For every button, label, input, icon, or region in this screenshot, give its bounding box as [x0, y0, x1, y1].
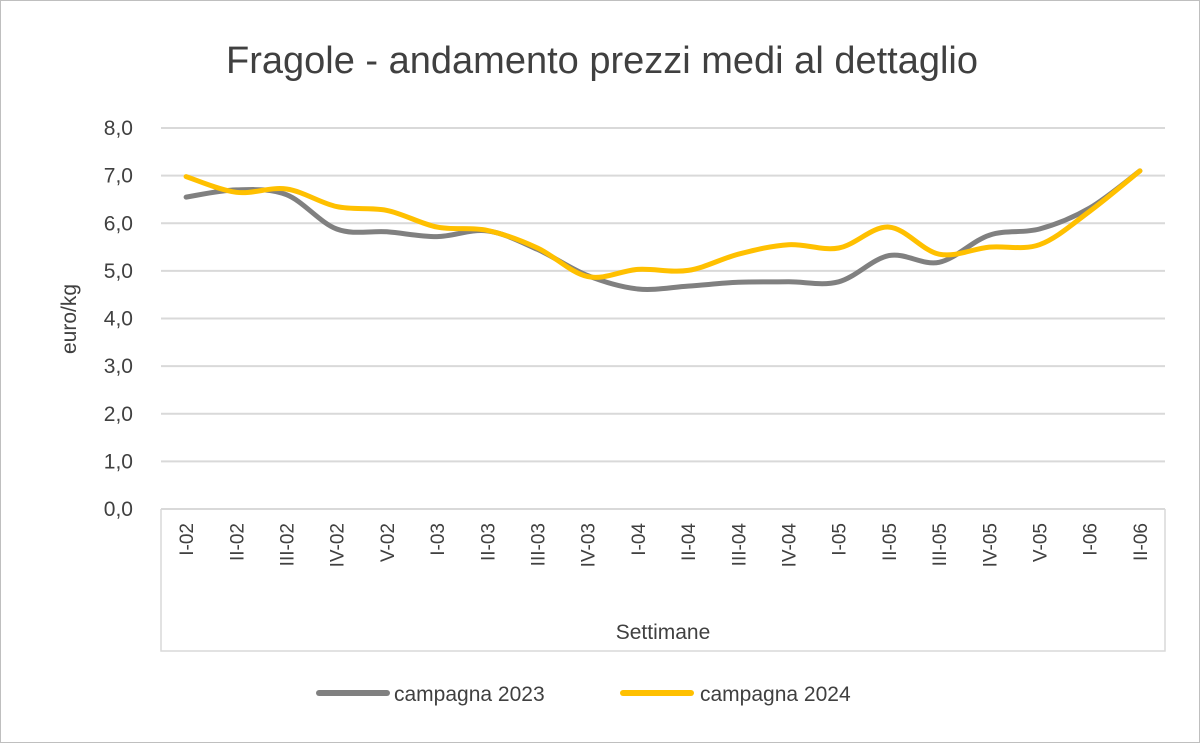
x-tick-label: I-03 — [428, 523, 449, 556]
x-tick-label: II-05 — [880, 523, 901, 561]
plot-area — [160, 509, 1166, 652]
x-axis-title: Settimane — [616, 621, 711, 644]
legend-label: campagna 2024 — [700, 683, 851, 706]
series-line-1 — [183, 168, 1143, 292]
x-tick-label: I-06 — [1081, 523, 1102, 556]
y-tick-label: 4,0 — [104, 308, 133, 331]
x-tick-label: IV-03 — [579, 523, 600, 567]
x-tick-label: I-04 — [629, 523, 650, 556]
y-tick-label: 1,0 — [104, 450, 133, 473]
y-axis-title: euro/kg — [58, 284, 81, 354]
chart-title: Fragole - andamento prezzi medi al detta… — [226, 40, 978, 82]
x-tick-label: II-03 — [478, 523, 499, 561]
y-tick-label: 2,0 — [104, 403, 133, 426]
series-line-2 — [183, 168, 1143, 280]
x-tick-label: IV-05 — [980, 523, 1001, 567]
y-tick-label: 6,0 — [104, 212, 133, 235]
x-tick-label: IV-02 — [328, 523, 349, 567]
x-tick-label: II-04 — [679, 523, 700, 561]
y-tick-label: 3,0 — [104, 355, 133, 378]
y-tick-label: 5,0 — [104, 260, 133, 283]
x-tick-label: III-05 — [930, 523, 951, 566]
x-tick-label: III-03 — [529, 523, 550, 566]
x-tick-label: I-05 — [830, 523, 851, 556]
x-tick-label: III-04 — [729, 523, 750, 567]
x-tick-label: V-05 — [1031, 523, 1052, 562]
y-axis-ticks: 0,0 1,0 2,0 3,0 4,0 5,0 6,0 7,0 8,0 — [104, 117, 133, 521]
x-tick-label: II-06 — [1131, 523, 1152, 561]
x-axis-ticks: I-02 II-02 III-02 IV-02 V-02 I-03 II-03 III-03 I… — [177, 523, 1152, 568]
legend-label: campagna 2023 — [394, 683, 545, 706]
y-tick-label: 7,0 — [104, 165, 133, 188]
x-tick-label: I-02 — [177, 523, 198, 556]
legend: campagna 2023 campagna 2024 — [316, 683, 851, 706]
gridlines — [161, 127, 1165, 510]
x-tick-label: II-02 — [227, 523, 248, 561]
x-tick-label: III-02 — [278, 523, 299, 566]
y-tick-label: 0,0 — [104, 498, 133, 521]
series-lines — [183, 168, 1143, 292]
x-tick-label: IV-04 — [780, 523, 801, 568]
category-axis-box — [160, 509, 1166, 652]
x-tick-label: V-02 — [378, 523, 399, 562]
y-tick-label: 8,0 — [104, 117, 133, 140]
